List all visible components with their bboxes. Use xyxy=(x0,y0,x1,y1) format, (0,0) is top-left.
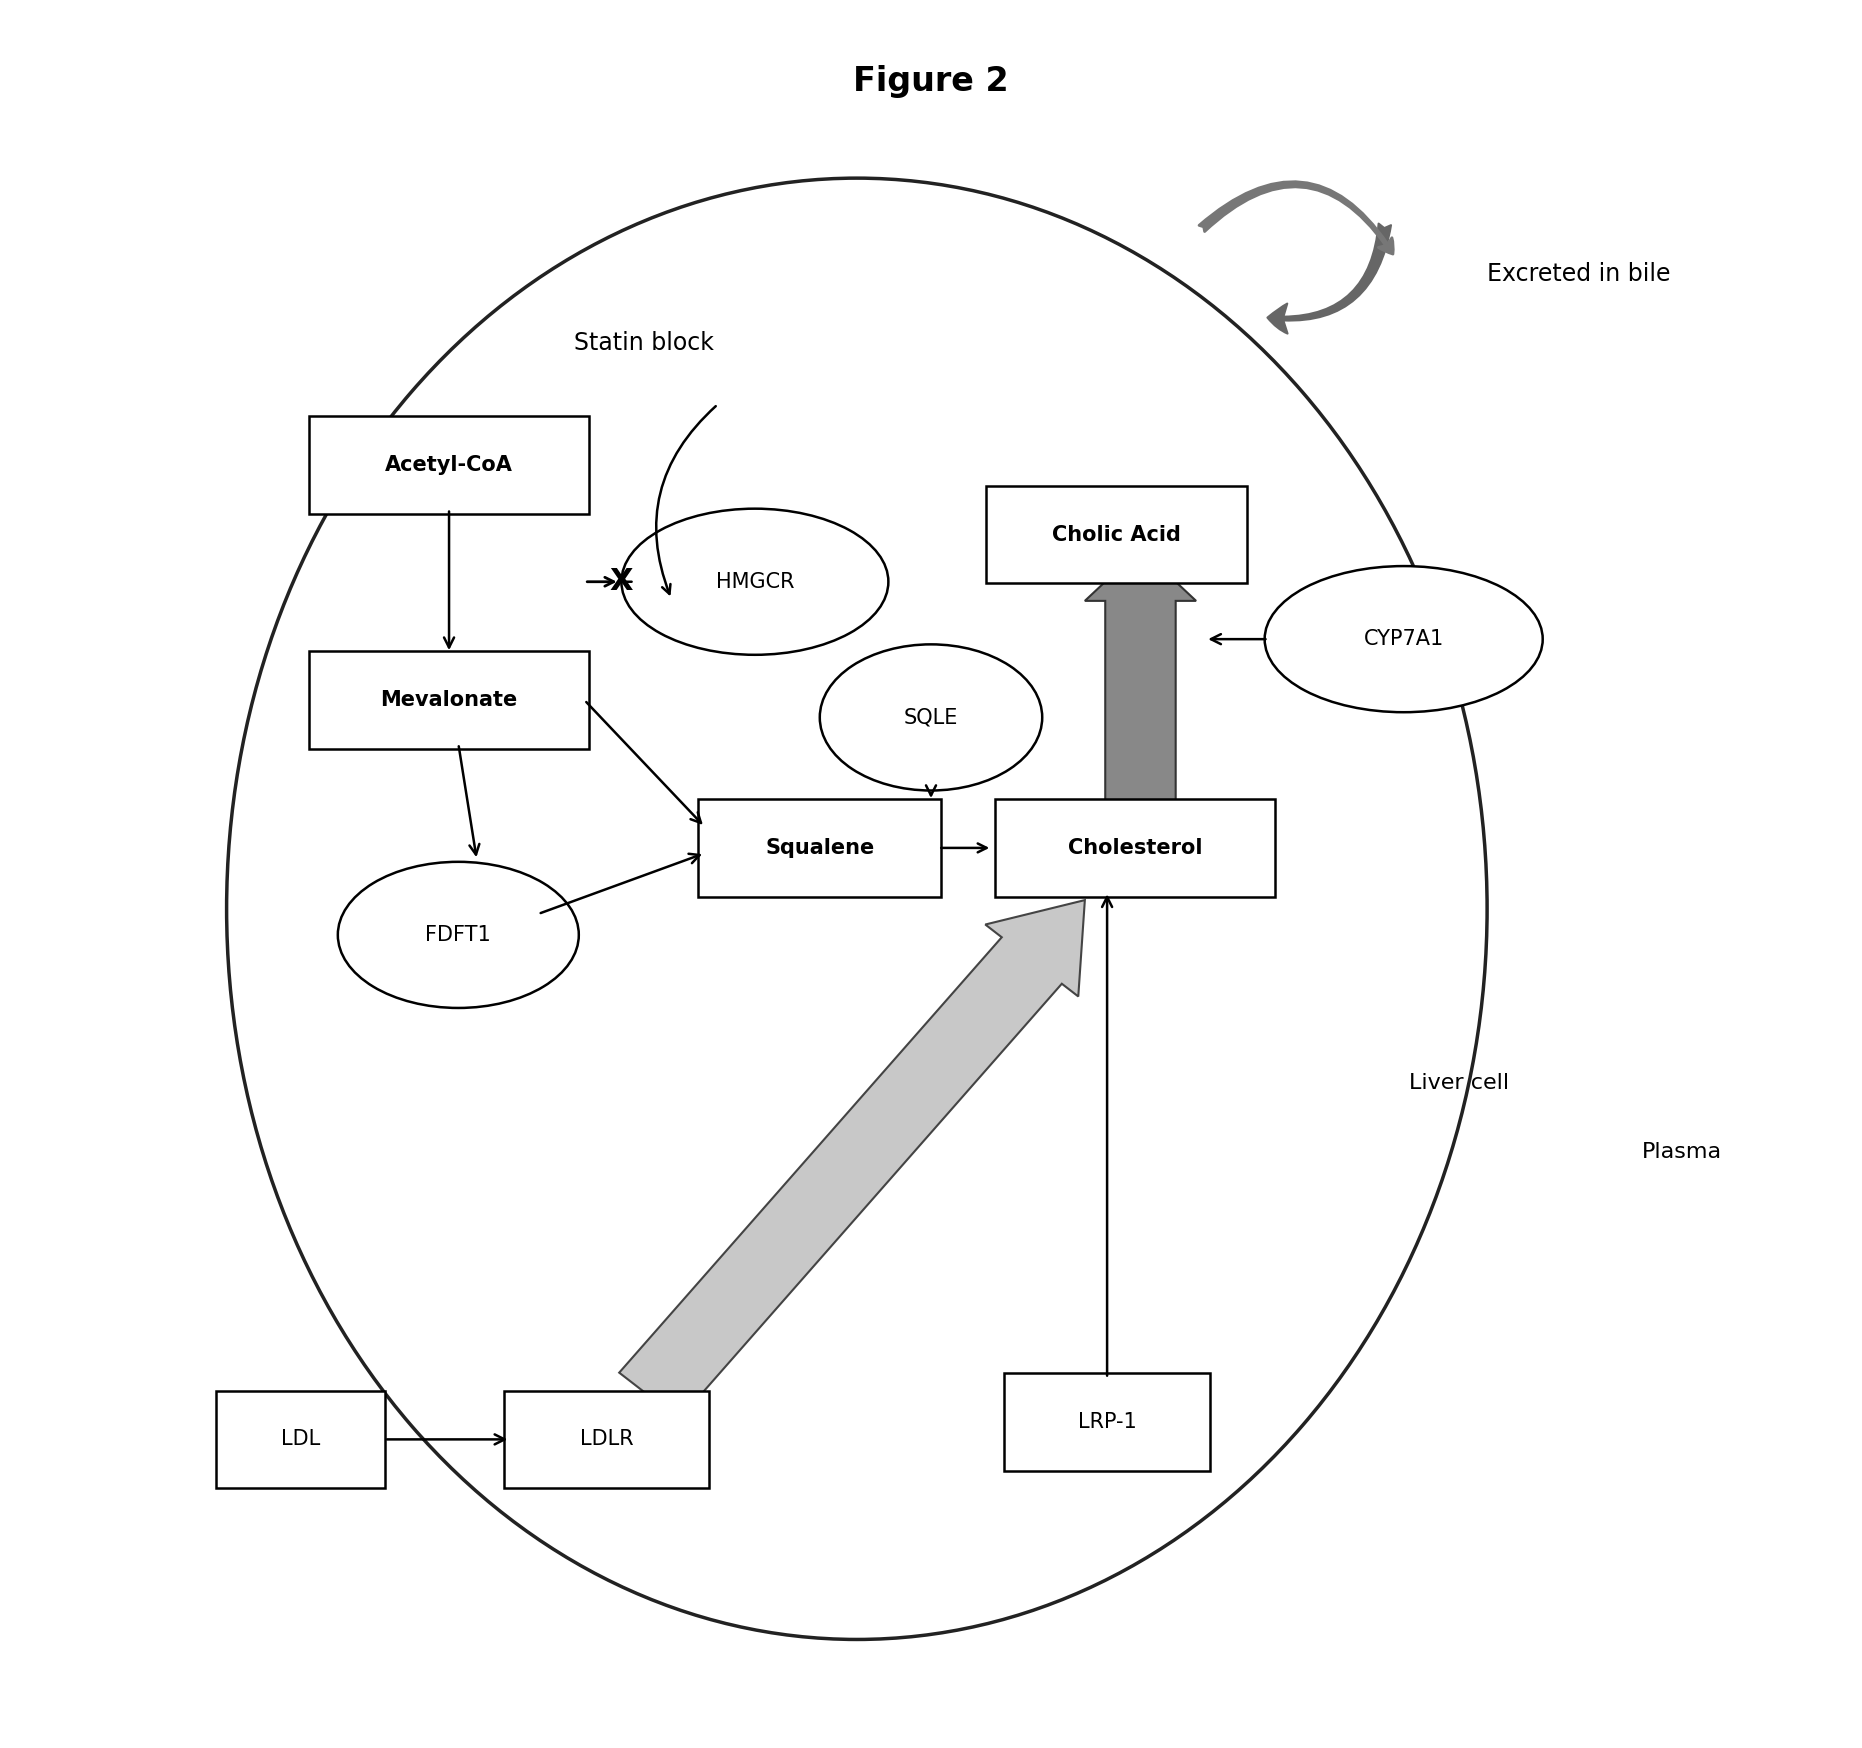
FancyBboxPatch shape xyxy=(994,799,1275,897)
Ellipse shape xyxy=(819,645,1043,790)
Text: HMGCR: HMGCR xyxy=(715,572,795,593)
Text: Squalene: Squalene xyxy=(765,837,875,858)
Text: Figure 2: Figure 2 xyxy=(853,65,1009,98)
Ellipse shape xyxy=(227,178,1488,1640)
Text: LRP-1: LRP-1 xyxy=(1078,1412,1136,1432)
Text: LDL: LDL xyxy=(281,1430,320,1449)
Ellipse shape xyxy=(622,509,888,656)
Text: X: X xyxy=(609,568,633,596)
FancyArrow shape xyxy=(1086,549,1195,801)
Text: Liver cell: Liver cell xyxy=(1410,1073,1510,1092)
Text: Mevalonate: Mevalonate xyxy=(380,690,518,710)
FancyBboxPatch shape xyxy=(309,652,588,748)
FancyBboxPatch shape xyxy=(985,486,1248,584)
Text: CYP7A1: CYP7A1 xyxy=(1363,629,1443,649)
Text: Cholic Acid: Cholic Acid xyxy=(1052,524,1181,545)
Text: LDLR: LDLR xyxy=(579,1430,633,1449)
Text: SQLE: SQLE xyxy=(903,708,959,727)
Text: FDFT1: FDFT1 xyxy=(425,925,492,946)
Text: Acetyl-CoA: Acetyl-CoA xyxy=(385,454,514,475)
Text: Plasma: Plasma xyxy=(1642,1143,1722,1162)
Ellipse shape xyxy=(1264,566,1544,711)
FancyArrow shape xyxy=(620,900,1086,1419)
FancyArrowPatch shape xyxy=(1199,182,1393,253)
Text: Statin block: Statin block xyxy=(573,332,713,355)
FancyBboxPatch shape xyxy=(1004,1374,1210,1470)
FancyBboxPatch shape xyxy=(698,799,940,897)
Text: Excreted in bile: Excreted in bile xyxy=(1488,262,1670,287)
Ellipse shape xyxy=(337,862,579,1009)
FancyBboxPatch shape xyxy=(505,1391,709,1488)
Text: Cholesterol: Cholesterol xyxy=(1067,837,1203,858)
FancyBboxPatch shape xyxy=(216,1391,385,1488)
FancyBboxPatch shape xyxy=(309,416,588,514)
